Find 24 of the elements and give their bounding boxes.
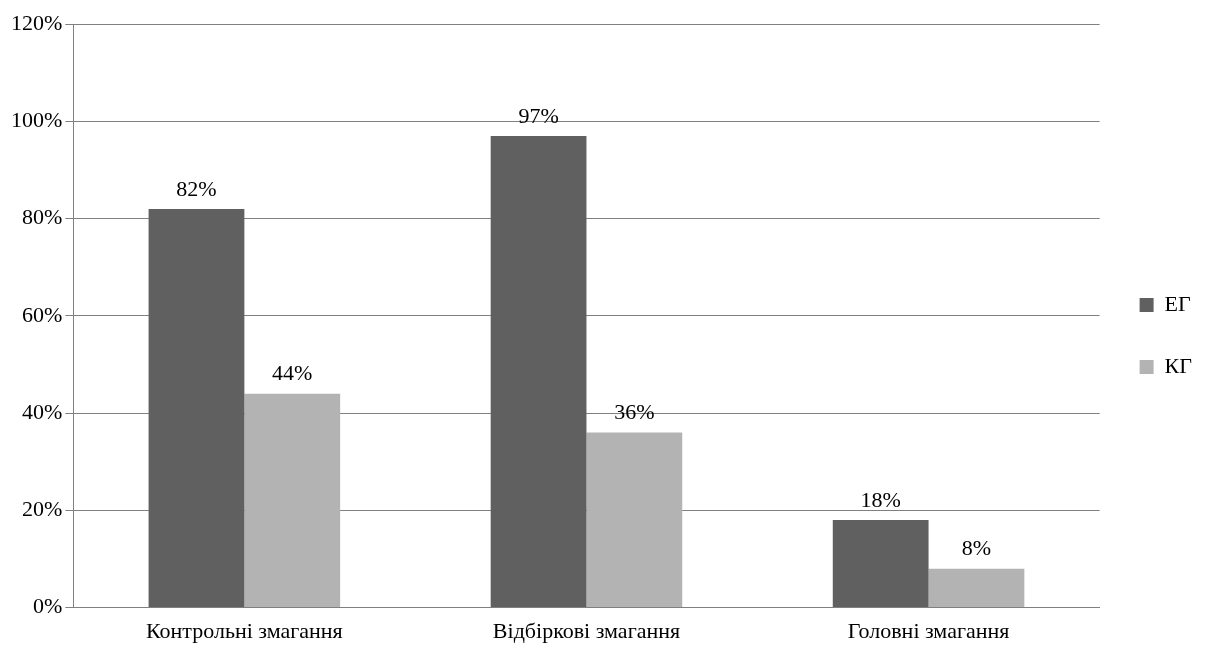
bar xyxy=(586,432,683,608)
legend-label: ЕГ xyxy=(1164,290,1192,316)
bar xyxy=(148,208,245,608)
x-tick-label: Відбіркові змагання xyxy=(492,617,681,643)
y-tick-label: 0% xyxy=(33,593,63,619)
data-label: 36% xyxy=(614,399,655,425)
x-tick-label: Головні змагання xyxy=(847,617,1010,643)
data-label: 97% xyxy=(518,102,559,128)
y-tick-label: 40% xyxy=(22,398,63,424)
y-tick-label: 60% xyxy=(22,301,63,327)
y-tick-label: 20% xyxy=(22,496,63,522)
bar xyxy=(832,520,929,608)
legend-label: КГ xyxy=(1164,352,1193,378)
data-label: 82% xyxy=(176,175,217,201)
bar xyxy=(928,568,1025,608)
x-tick-label: Контрольні змагання xyxy=(146,617,343,643)
data-label: 44% xyxy=(272,360,313,386)
y-tick-label: 120% xyxy=(11,9,63,35)
data-label: 18% xyxy=(860,486,901,512)
data-label: 8% xyxy=(961,535,992,561)
bar xyxy=(490,136,587,608)
y-tick-label: 80% xyxy=(22,204,63,230)
y-tick-label: 100% xyxy=(11,107,63,133)
bar xyxy=(244,393,341,608)
